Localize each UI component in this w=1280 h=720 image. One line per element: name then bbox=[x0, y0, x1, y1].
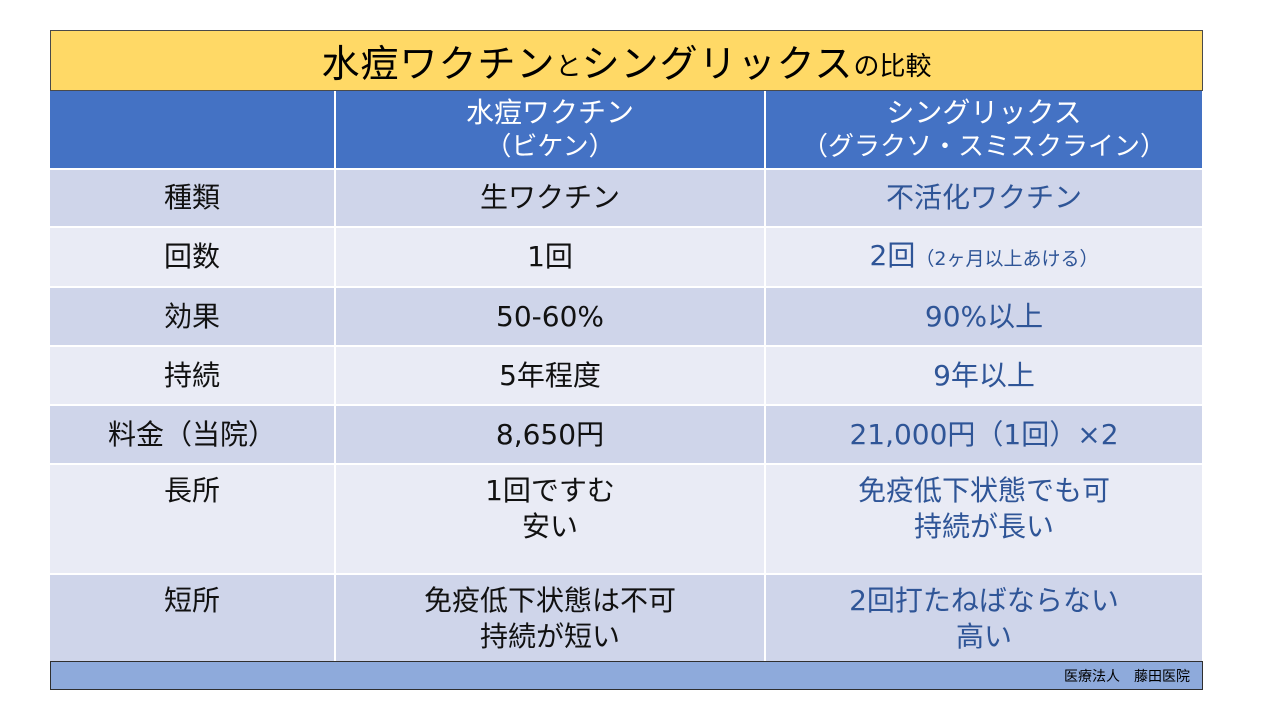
table-row-doses: 回数 1回 2回（2ヶ月以上あける） bbox=[50, 227, 1204, 288]
row-label: 料金（当院） bbox=[50, 405, 336, 465]
varicella-cell: 1回 bbox=[335, 227, 766, 288]
cell-line: 安い bbox=[521, 510, 578, 543]
shingrix-cell: 免疫低下状態でも可 持続が長い bbox=[765, 464, 1204, 575]
cell-line: 免疫低下状態でも可 bbox=[857, 474, 1110, 507]
shingrix-cell: 21,000円（1回）×2 bbox=[765, 405, 1204, 465]
title-shingrix: シングリックス bbox=[581, 42, 854, 86]
row-label: 持続 bbox=[50, 346, 336, 406]
cell-line: 高い bbox=[955, 620, 1012, 653]
cell-line: 免疫低下状態は不可 bbox=[423, 584, 676, 617]
row-label: 回数 bbox=[50, 227, 336, 288]
shingrix-cell: 9年以上 bbox=[765, 346, 1204, 406]
header-shingrix-name: シングリックス bbox=[886, 95, 1082, 129]
cell-line: 21,000円（1回）×2 bbox=[849, 417, 1119, 451]
shingrix-cell: 2回（2ヶ月以上あける） bbox=[765, 227, 1204, 288]
varicella-cell: 50-60% bbox=[335, 287, 766, 347]
header-shingrix-maker: （グラクソ・スミスクライン） bbox=[801, 131, 1166, 162]
header-varicella: 水痘ワクチン （ビケン） bbox=[335, 91, 766, 170]
title-connector: と bbox=[555, 52, 582, 82]
cell-line: 持続が長い bbox=[913, 510, 1054, 543]
slide: 水痘ワクチン と シングリックス の比較 水痘ワクチン （ビケン） シングリック… bbox=[50, 30, 1204, 690]
table-row-efficacy: 効果 50-60% 90%以上 bbox=[50, 287, 1204, 347]
comparison-table: 水痘ワクチン （ビケン） シングリックス （グラクソ・スミスクライン） 種類 生… bbox=[50, 91, 1204, 683]
clinic-name: 医療法人 藤田医院 bbox=[1064, 668, 1190, 685]
cell-line: 9年以上 bbox=[933, 358, 1035, 392]
footer-bar: 医療法人 藤田医院 bbox=[50, 661, 1203, 690]
shingrix-cell: 90%以上 bbox=[765, 287, 1204, 347]
varicella-cell: 5年程度 bbox=[335, 346, 766, 406]
table-row-advantages: 長所 1回ですむ 安い 免疫低下状態でも可 持続が長い bbox=[50, 464, 1204, 575]
header-corner-cell bbox=[50, 91, 336, 170]
header-varicella-maker: （ビケン） bbox=[485, 131, 615, 162]
shingrix-cell: 不活化ワクチン bbox=[765, 169, 1204, 228]
title-varicella: 水痘ワクチン bbox=[321, 42, 556, 86]
table-row-price: 料金（当院） 8,650円 21,000円（1回）×2 bbox=[50, 405, 1204, 465]
slide-title: 水痘ワクチン と シングリックス の比較 bbox=[50, 30, 1203, 91]
cell-line: 2回 bbox=[869, 238, 916, 272]
row-label: 種類 bbox=[50, 169, 336, 228]
header-varicella-name: 水痘ワクチン bbox=[465, 95, 634, 129]
cell-line: 90%以上 bbox=[924, 299, 1044, 333]
cell-line: 持続が短い bbox=[479, 620, 620, 653]
table-header-row: 水痘ワクチン （ビケン） シングリックス （グラクソ・スミスクライン） bbox=[50, 91, 1204, 170]
header-shingrix: シングリックス （グラクソ・スミスクライン） bbox=[765, 91, 1204, 170]
cell-line: 8,650円 bbox=[495, 417, 605, 451]
varicella-cell: 生ワクチン bbox=[335, 169, 766, 228]
title-suffix: の比較 bbox=[853, 52, 932, 82]
cell-line: 2回打たねばならない bbox=[849, 584, 1119, 617]
table-row-type: 種類 生ワクチン 不活化ワクチン bbox=[50, 169, 1204, 228]
table-row-duration: 持続 5年程度 9年以上 bbox=[50, 346, 1204, 406]
cell-line: 50-60% bbox=[496, 299, 604, 333]
row-label: 長所 bbox=[50, 464, 336, 575]
varicella-cell: 8,650円 bbox=[335, 405, 766, 465]
cell-line: 生ワクチン bbox=[479, 181, 620, 214]
cell-line: 1回ですむ bbox=[485, 474, 615, 507]
dose-interval-note: （2ヶ月以上あける） bbox=[915, 247, 1099, 270]
varicella-cell: 1回ですむ 安い bbox=[335, 464, 766, 575]
cell-line: 5年程度 bbox=[499, 358, 601, 392]
row-label: 効果 bbox=[50, 287, 336, 347]
cell-line: 1回 bbox=[527, 240, 573, 273]
cell-line: 不活化ワクチン bbox=[885, 181, 1082, 214]
